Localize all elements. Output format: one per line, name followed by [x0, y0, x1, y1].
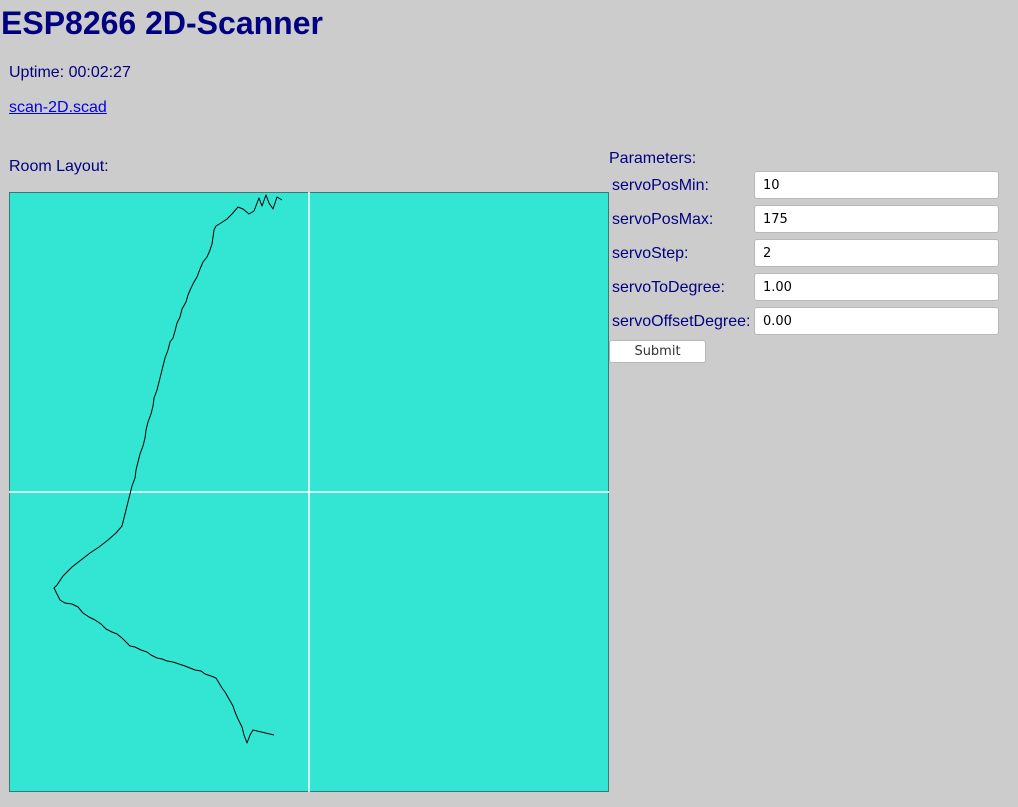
servo-offset-degree-input[interactable] — [754, 307, 999, 335]
servo-to-degree-input[interactable] — [754, 273, 999, 301]
parameters-label: Parameters: — [609, 150, 697, 167]
servo-pos-max-label: servoPosMax: — [612, 211, 714, 228]
servo-step-input[interactable] — [754, 239, 999, 267]
room-layout-canvas — [9, 192, 609, 792]
room-layout-label: Room Layout: — [9, 158, 109, 175]
scad-file-link[interactable]: scan-2D.scad — [9, 99, 107, 116]
servo-pos-min-label: servoPosMin: — [612, 177, 709, 194]
param-row-servo-pos-max: servoPosMax: — [612, 205, 1002, 233]
param-row-servo-pos-min: servoPosMin: — [612, 171, 1002, 199]
servo-offset-degree-label: servoOffsetDegree: — [612, 313, 751, 330]
servo-pos-max-input[interactable] — [754, 205, 999, 233]
servo-pos-min-input[interactable] — [754, 171, 999, 199]
scan-outline — [53, 194, 283, 744]
page-title: ESP8266 2D-Scanner — [1, 5, 323, 41]
servo-step-label: servoStep: — [612, 245, 689, 262]
submit-button[interactable]: Submit — [609, 340, 706, 363]
param-row-servo-step: servoStep: — [612, 239, 1002, 267]
servo-to-degree-label: servoToDegree: — [612, 279, 725, 296]
param-row-servo-offset-degree: servoOffsetDegree: — [612, 307, 1002, 335]
param-row-servo-to-degree: servoToDegree: — [612, 273, 1002, 301]
uptime-text: Uptime: 00:02:27 — [9, 64, 131, 81]
